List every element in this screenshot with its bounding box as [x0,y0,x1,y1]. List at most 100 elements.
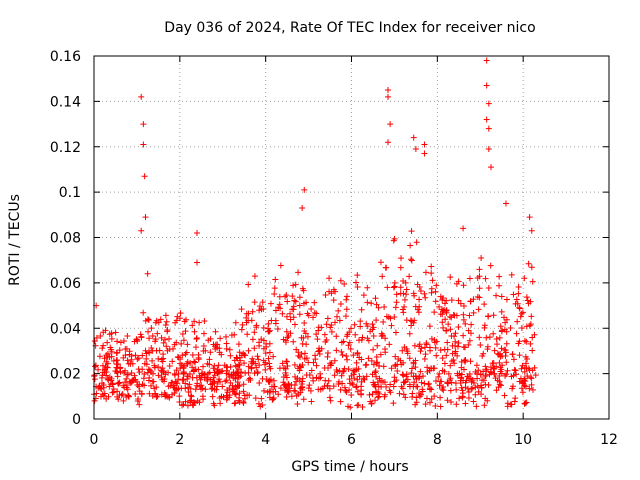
data-point [509,385,516,392]
data-point [409,365,416,372]
data-point [447,387,454,394]
data-point [108,335,115,342]
data-point [527,374,534,381]
data-point [192,344,199,351]
data-point [436,370,443,377]
data-point [399,385,406,392]
data-point [146,335,153,342]
data-point [498,370,505,377]
data-point [496,273,503,280]
data-point [249,308,256,315]
data-point [481,322,488,329]
data-point [296,311,303,318]
data-point [141,360,148,367]
data-point [125,393,132,400]
data-point [240,381,247,388]
data-point [165,383,172,390]
data-point [275,391,282,398]
data-point [392,363,399,370]
data-point [482,373,489,380]
data-point [523,365,530,372]
data-point [373,317,380,324]
data-point [485,146,492,153]
data-point [406,355,413,362]
data-point [114,338,121,345]
data-point [481,402,488,409]
data-point [236,362,243,369]
data-point [387,389,394,396]
data-point [460,311,467,318]
data-point [365,355,372,362]
data-point [447,375,454,382]
data-point [527,321,534,328]
data-point [91,376,98,383]
data-point [208,385,215,392]
data-point [190,402,197,409]
data-point [253,322,260,329]
data-point [522,383,529,390]
data-point [443,352,450,359]
data-point [160,355,167,362]
y-tick-label: 0.1 [59,185,81,201]
data-point [295,269,302,276]
data-point [91,397,98,404]
data-point [165,369,172,376]
data-point [173,317,180,324]
data-point [485,125,492,132]
data-point [411,292,418,299]
data-point [431,365,438,372]
data-point [100,384,107,391]
data-point [387,315,394,322]
data-point [251,370,258,377]
data-point [447,274,454,281]
data-point [331,372,338,379]
data-point [390,237,397,244]
x-tick-label: 0 [90,432,99,448]
data-point [497,353,504,360]
data-point [386,341,393,348]
data-point [229,386,236,393]
data-point [406,381,413,388]
data-point [213,386,220,393]
data-point [194,229,200,236]
data-point [370,324,377,331]
data-point [207,335,214,342]
data-point [421,141,428,148]
data-point [392,353,399,360]
data-point [141,173,148,180]
data-point [326,394,333,401]
data-point [388,322,395,329]
data-point [113,357,120,364]
data-point [124,392,131,399]
data-point [249,336,256,343]
data-point [412,364,419,371]
data-point [425,381,432,388]
data-point [453,401,460,408]
data-point [266,360,273,367]
data-point [180,371,187,378]
data-point [116,379,123,386]
data-point [341,384,348,391]
data-point [292,281,299,288]
data-point [303,299,310,306]
data-point [354,388,361,395]
data-point [290,338,297,345]
data-point [390,383,397,390]
data-point [356,373,363,380]
data-point [461,344,468,351]
data-point [92,363,99,370]
data-point [394,368,401,375]
data-point [483,116,490,123]
data-point [346,387,353,394]
data-point [515,284,522,291]
data-point [351,321,358,328]
data-point [176,393,183,400]
data-point [207,349,214,356]
data-point [358,391,365,398]
data-point [525,260,532,267]
data-point [120,397,127,404]
data-point [380,318,387,325]
data-point [243,314,250,321]
data-point [448,314,455,321]
data-point [193,382,200,389]
